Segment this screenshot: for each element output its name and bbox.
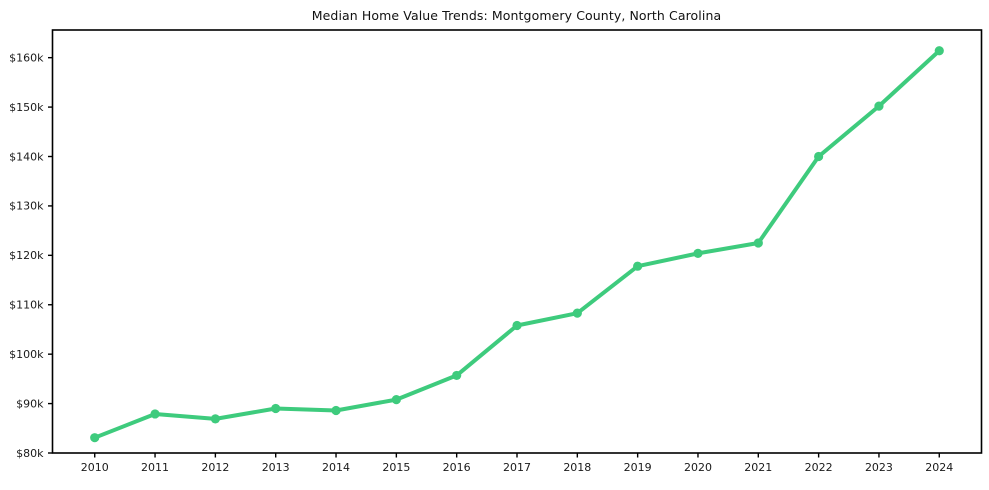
x-tick-label: 2015 — [382, 461, 410, 474]
plot-border — [51, 29, 983, 454]
y-tick-label: $140k — [9, 150, 44, 163]
x-tick-label: 2024 — [925, 461, 953, 474]
y-tick-label: $100k — [9, 348, 44, 361]
data-point-marker — [572, 308, 582, 318]
series-line — [92, 48, 942, 440]
data-point-marker — [452, 370, 462, 381]
data-point-marker — [874, 101, 884, 111]
data-point-marker — [633, 261, 643, 271]
x-tick-label: 2021 — [744, 461, 772, 474]
data-point-marker — [693, 248, 703, 258]
x-tick-label: 2013 — [262, 461, 290, 474]
y-tick-label: $160k — [9, 51, 44, 64]
chart-title: Median Home Value Trends: Montgomery Cou… — [311, 8, 722, 23]
data-point-marker — [512, 320, 522, 331]
x-tick-label: 2018 — [563, 461, 591, 474]
x-tick-label: 2017 — [503, 461, 531, 474]
data-point-marker — [814, 151, 824, 162]
x-tick-label: 2010 — [81, 461, 109, 474]
data-point-marker — [90, 433, 100, 443]
x-tick-label: 2022 — [805, 461, 833, 474]
data-point-marker — [210, 414, 220, 424]
data-point-marker — [753, 238, 763, 248]
y-tick-label: $120k — [9, 249, 44, 262]
x-tick-label: 2019 — [624, 461, 652, 474]
x-tick-label: 2020 — [684, 461, 712, 474]
data-point-marker — [391, 395, 401, 405]
x-tick-label: 2011 — [141, 461, 169, 474]
data-point-marker — [934, 46, 944, 56]
x-tick-label: 2023 — [865, 461, 893, 474]
x-tick-label: 2014 — [322, 461, 350, 474]
y-tick-label: $150k — [9, 101, 44, 114]
x-tick-label: 2016 — [443, 461, 471, 474]
y-tick-label: $90k — [16, 397, 44, 410]
y-tick-label: $130k — [9, 200, 44, 213]
data-point-marker — [271, 403, 281, 414]
data-point-marker — [331, 405, 341, 416]
y-tick-label: $110k — [9, 299, 44, 312]
data-point-marker — [150, 409, 160, 419]
x-tick-label: 2012 — [201, 461, 229, 474]
y-tick-label: $80k — [16, 447, 44, 460]
